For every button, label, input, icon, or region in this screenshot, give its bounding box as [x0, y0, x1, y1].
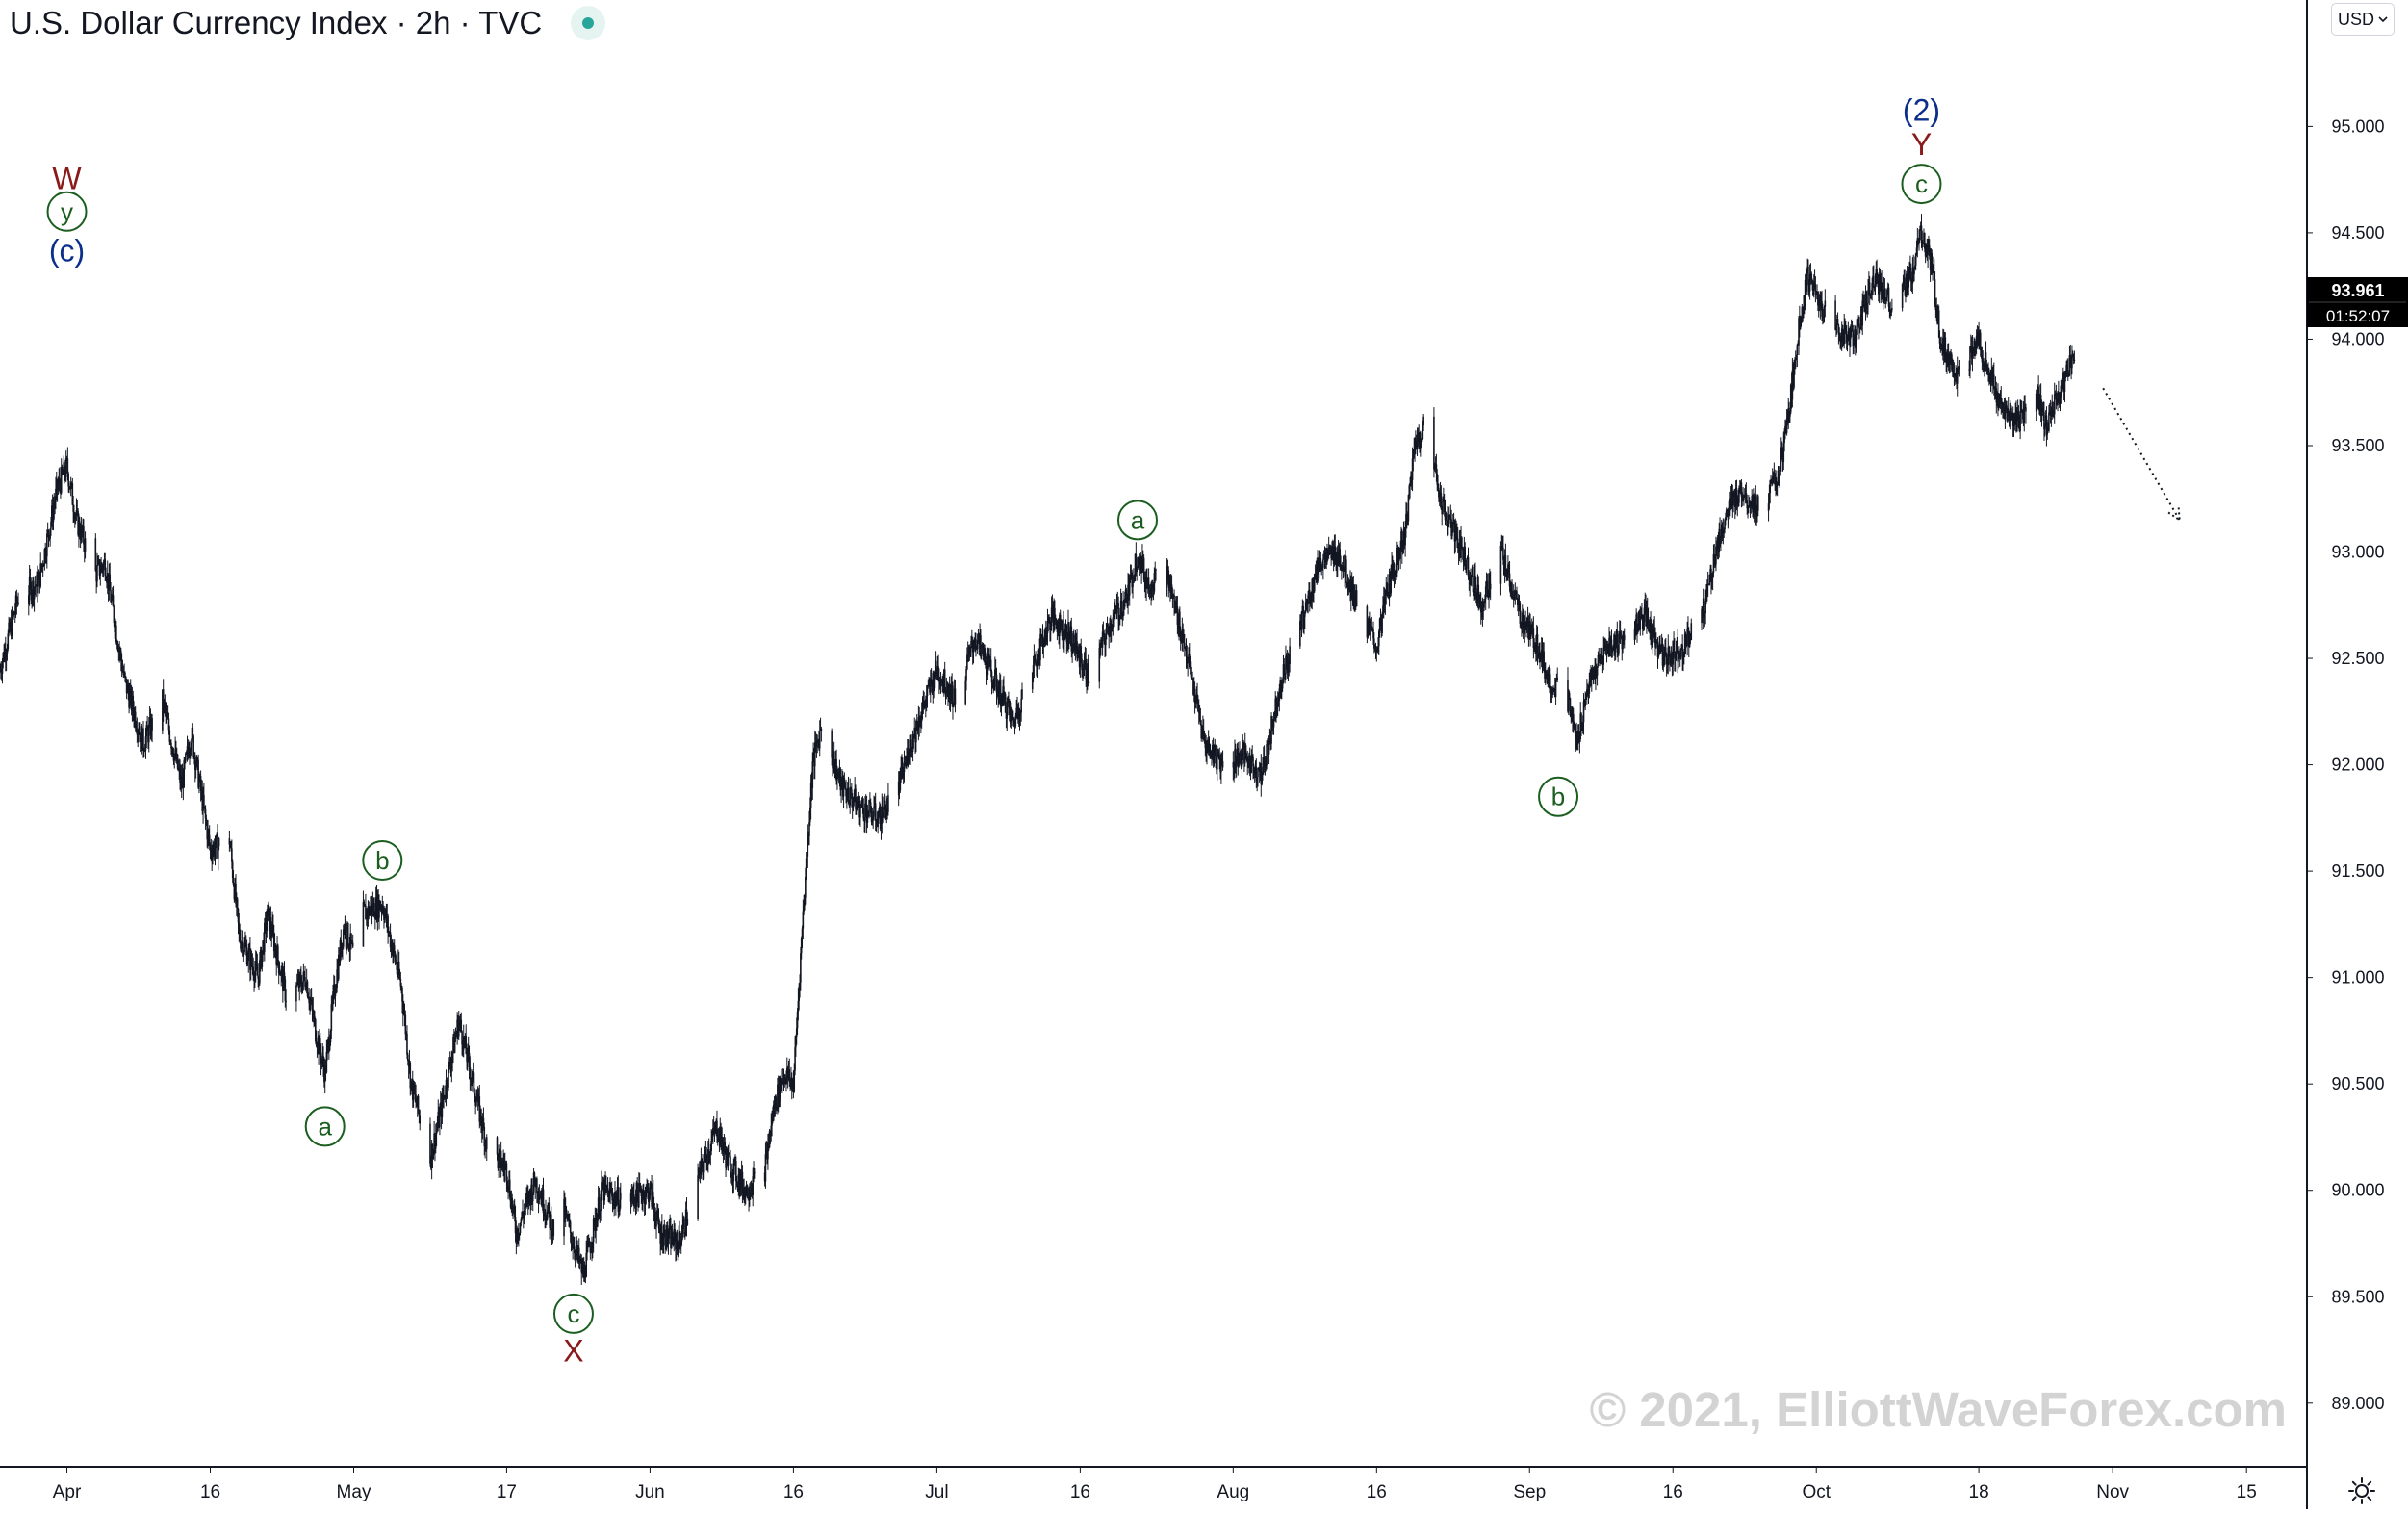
x-tick-label: 15 — [2237, 1482, 2257, 1502]
wave-label-text: c — [1915, 169, 1928, 198]
projection-arrow — [2103, 388, 2179, 520]
wave-label-text: b — [1551, 783, 1565, 811]
wave-label-circled: b — [363, 841, 401, 880]
x-tick-label: 16 — [783, 1482, 804, 1502]
x-tick-label: Nov — [2096, 1482, 2129, 1502]
y-tick-label: 95.000 — [2331, 116, 2384, 136]
x-tick-label: May — [337, 1482, 371, 1502]
symbol-title[interactable]: U.S. Dollar Currency Index · 2h · TVC — [10, 5, 542, 41]
settings-sun-glyph — [2347, 1476, 2376, 1505]
candle — [1021, 682, 1023, 699]
candle — [1242, 734, 1243, 765]
x-tick-label: 16 — [1070, 1482, 1090, 1502]
axes — [0, 0, 2307, 1509]
candle — [849, 778, 851, 813]
wave-label-circled: c — [1902, 165, 1940, 203]
x-tick-label: Apr — [53, 1482, 82, 1502]
candle — [887, 783, 889, 816]
wave-label-text: a — [1131, 505, 1145, 534]
watermark-layer: © 2021, ElliottWaveForex.com — [1590, 1382, 2287, 1437]
candle — [1837, 312, 1839, 324]
candle — [61, 458, 63, 495]
candle — [1005, 692, 1007, 713]
wave-label-circled: a — [1118, 500, 1157, 539]
y-tick-label: 92.000 — [2331, 756, 2384, 775]
wave-label-text: y — [61, 197, 73, 226]
candle — [821, 727, 823, 742]
x-tick-label: Sep — [1513, 1482, 1546, 1502]
status-dot-icon[interactable] — [571, 6, 605, 40]
projection-line — [2103, 388, 2179, 520]
chart-header: U.S. Dollar Currency Index · 2h · TVC — [10, 2, 605, 44]
wave-label-circled: y — [48, 192, 87, 231]
candle — [1797, 344, 1799, 367]
status-dot-inner — [582, 17, 594, 29]
x-tick-label: 16 — [200, 1482, 220, 1502]
x-tick-label: Oct — [1802, 1482, 1831, 1502]
last-price-badge: 93.961 01:52:07 — [2307, 277, 2408, 327]
y-tick-label: 93.500 — [2331, 436, 2384, 455]
currency-selector[interactable]: USD — [2331, 3, 2395, 36]
x-tick-label: 16 — [1367, 1482, 1387, 1502]
watermark-text: © 2021, ElliottWaveForex.com — [1590, 1382, 2287, 1437]
y-tick-label: 94.000 — [2331, 329, 2384, 348]
currency-label: USD — [2338, 10, 2374, 30]
wave-label: (c) — [49, 234, 85, 269]
y-tick-label: 93.000 — [2331, 543, 2384, 562]
x-tick-label: Jul — [925, 1482, 948, 1502]
x-tick-label: Aug — [1217, 1482, 1249, 1502]
x-axis-ticks[interactable]: Apr 16 May 17 Jun 16 Jul 16 Aug 16 Sep 16 Oct 18 Nov 15 — [53, 1467, 2257, 1502]
x-tick-label: Jun — [635, 1482, 665, 1502]
x-tick-label: 16 — [1663, 1482, 1683, 1502]
wave-label: W — [52, 161, 82, 195]
bar-countdown: 01:52:07 — [2326, 307, 2390, 325]
wave-label-circled: b — [1539, 778, 1577, 816]
x-tick-label: 18 — [1969, 1482, 1989, 1502]
wave-label-text: b — [375, 846, 389, 875]
chevron-down-icon — [2378, 15, 2388, 23]
candle — [1957, 357, 1959, 397]
y-tick-label: 90.500 — [2331, 1074, 2384, 1093]
settings-sun-icon[interactable] — [2345, 1475, 2378, 1507]
wave-label-circled: a — [306, 1107, 345, 1145]
last-price-value: 93.961 — [2331, 281, 2384, 300]
candle — [486, 1134, 488, 1161]
y-tick-label: 94.500 — [2331, 223, 2384, 243]
y-tick-label: 91.500 — [2331, 861, 2384, 881]
price-series — [0, 214, 2075, 1285]
wave-label-text: c — [567, 1299, 579, 1328]
candle — [952, 681, 954, 719]
wave-label-text: a — [318, 1112, 332, 1141]
wave-label: (2) — [1903, 93, 1940, 128]
y-tick-label: 90.000 — [2331, 1181, 2384, 1200]
candle — [1624, 629, 1626, 649]
y-tick-label: 92.500 — [2331, 649, 2384, 668]
wave-label: Y — [1911, 127, 1932, 162]
wave-label: X — [563, 1334, 583, 1369]
y-tick-label: 89.500 — [2331, 1287, 2384, 1306]
candle — [1301, 611, 1303, 637]
candle — [1473, 562, 1474, 603]
x-tick-label: 17 — [497, 1482, 517, 1502]
y-tick-label: 89.000 — [2331, 1394, 2384, 1413]
candle — [363, 891, 365, 947]
y-tick-label: 91.000 — [2331, 968, 2384, 988]
candle — [1690, 619, 1692, 641]
wave-label-circled: c — [554, 1295, 593, 1333]
